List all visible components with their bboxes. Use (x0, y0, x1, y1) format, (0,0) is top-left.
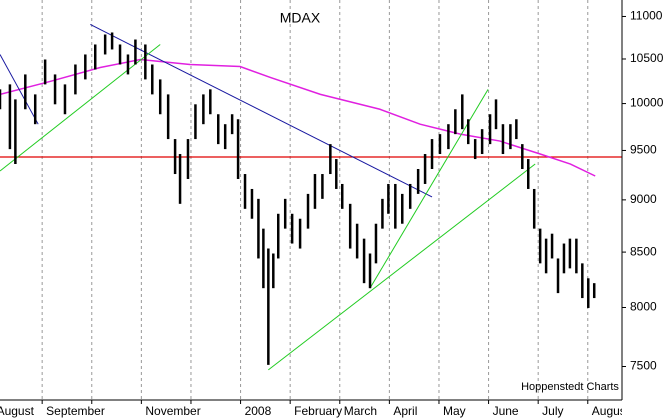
y-tick-label: 9000 (630, 192, 657, 206)
moving-average (0, 58, 596, 177)
y-tick-label: 10500 (630, 51, 664, 65)
y-tick-label: 8000 (630, 300, 657, 314)
chart-title: MDAX (280, 10, 321, 26)
x-tick-label: April (393, 404, 417, 418)
x-tick-label: 2008 (245, 404, 272, 418)
y-tick-label: 10000 (630, 96, 664, 110)
trend-line (268, 163, 536, 371)
x-tick-label: June (493, 404, 519, 418)
y-tick-label: 9500 (630, 143, 657, 157)
trend-line (0, 44, 161, 172)
x-tick-label: August (0, 404, 35, 418)
trend-line (0, 54, 39, 125)
x-labels: August September November 2008 February March… (0, 404, 630, 418)
x-tick-label: November (145, 404, 200, 418)
y-tick-label: 11000 (630, 9, 663, 23)
source-note: Hoppenstedt Charts (521, 381, 619, 393)
y-tick-label: 8500 (630, 244, 657, 258)
grid-layer (41, 0, 626, 404)
marks-layer (0, 24, 622, 371)
trend-line (90, 24, 433, 198)
x-tick-label: September (46, 404, 105, 418)
y-tick-label: 7500 (630, 359, 657, 373)
x-tick-label: May (443, 404, 466, 418)
x-tick-label: February (294, 404, 342, 418)
x-tick-label: March (344, 404, 377, 418)
x-tick-label: August (592, 404, 630, 418)
x-tick-label: July (542, 404, 563, 418)
